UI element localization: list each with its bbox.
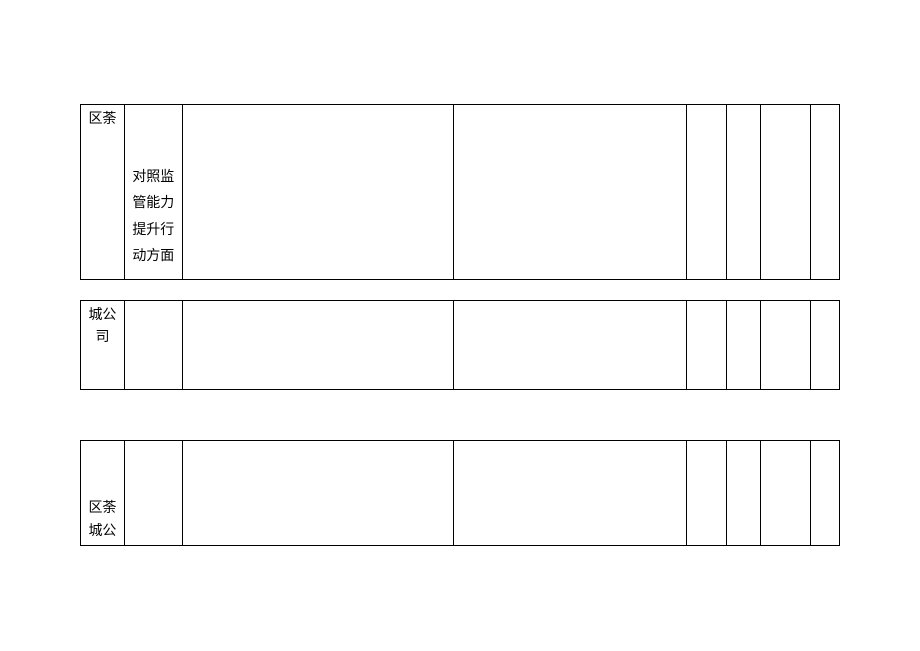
cell-t2-c5 <box>687 301 727 389</box>
cell-t3-c7 <box>761 441 811 545</box>
cell-t1-c6 <box>727 105 761 279</box>
cell-t2-c1: 城公司 <box>81 301 125 389</box>
cell-t3-c8 <box>811 441 839 545</box>
cell-t1-c7 <box>761 105 811 279</box>
cell-t1-c2: 对照监管能力提升行动方面 <box>125 105 183 279</box>
table-2: 城公司 <box>80 300 840 390</box>
cell-text: 对照监管能力提升行动方面 <box>127 165 180 271</box>
cell-t3-c1: 区荼城公 <box>81 441 125 545</box>
cell-t3-c4 <box>454 441 687 545</box>
table-3: 区荼城公 <box>80 440 840 546</box>
cell-t2-c7 <box>761 301 811 389</box>
cell-t1-c3 <box>183 105 454 279</box>
cell-text: 城公司 <box>83 305 122 350</box>
cell-t2-c8 <box>811 301 839 389</box>
table-1: 区荼 对照监管能力提升行动方面 <box>80 104 840 280</box>
table-row: 区荼 对照监管能力提升行动方面 <box>81 105 839 279</box>
table-row: 区荼城公 <box>81 441 839 545</box>
cell-t1-c1: 区荼 <box>81 105 125 279</box>
cell-t1-c8 <box>811 105 839 279</box>
cell-t2-c3 <box>183 301 454 389</box>
cell-t2-c2 <box>125 301 183 389</box>
cell-t3-c5 <box>687 441 727 545</box>
cell-t3-c2 <box>125 441 183 545</box>
cell-text: 区荼 <box>88 109 116 131</box>
cell-t1-c5 <box>687 105 727 279</box>
cell-text: 区荼城公 <box>83 498 122 543</box>
cell-t3-c6 <box>727 441 761 545</box>
cell-t1-c4 <box>454 105 687 279</box>
cell-t2-c6 <box>727 301 761 389</box>
cell-t2-c4 <box>454 301 687 389</box>
cell-t3-c3 <box>183 441 454 545</box>
table-row: 城公司 <box>81 301 839 389</box>
